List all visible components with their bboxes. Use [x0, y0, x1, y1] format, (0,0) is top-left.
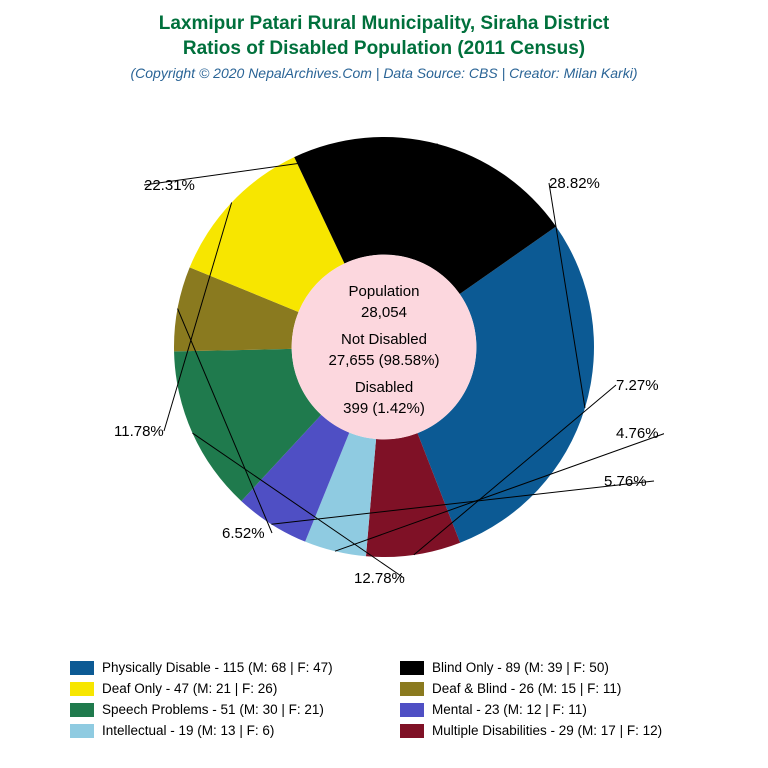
legend-swatch	[400, 661, 424, 675]
legend-swatch	[70, 682, 94, 696]
disabled-value: 399 (1.42%)	[284, 398, 484, 419]
pct-blind: 22.31%	[144, 177, 195, 194]
legend-item: Physically Disable - 115 (M: 68 | F: 47)	[70, 660, 380, 675]
notdisabled-value: 27,655 (98.58%)	[284, 350, 484, 371]
legend-swatch	[70, 703, 94, 717]
legend-text: Speech Problems - 51 (M: 30 | F: 21)	[102, 702, 324, 717]
pct-physically: 28.82%	[549, 175, 600, 192]
legend-item: Blind Only - 89 (M: 39 | F: 50)	[400, 660, 710, 675]
legend-text: Deaf & Blind - 26 (M: 15 | F: 11)	[432, 681, 621, 696]
notdisabled-label: Not Disabled	[284, 329, 484, 350]
population-value: 28,054	[284, 302, 484, 323]
disabled-label: Disabled	[284, 377, 484, 398]
pct-intellectual: 4.76%	[616, 425, 659, 442]
pct-deafblind: 6.52%	[222, 525, 265, 542]
legend-item: Mental - 23 (M: 12 | F: 11)	[400, 702, 710, 717]
legend: Physically Disable - 115 (M: 68 | F: 47)…	[70, 660, 710, 738]
legend-swatch	[400, 724, 424, 738]
legend-swatch	[400, 682, 424, 696]
legend-text: Blind Only - 89 (M: 39 | F: 50)	[432, 660, 609, 675]
title-block: Laxmipur Patari Rural Municipality, Sira…	[0, 0, 768, 81]
legend-item: Multiple Disabilities - 29 (M: 17 | F: 1…	[400, 723, 710, 738]
subtitle: (Copyright © 2020 NepalArchives.Com | Da…	[0, 65, 768, 81]
legend-item: Speech Problems - 51 (M: 30 | F: 21)	[70, 702, 380, 717]
legend-text: Mental - 23 (M: 12 | F: 11)	[432, 702, 587, 717]
title-line-1: Laxmipur Patari Rural Municipality, Sira…	[0, 12, 768, 37]
legend-swatch	[70, 661, 94, 675]
center-text: Population 28,054 Not Disabled 27,655 (9…	[284, 275, 484, 425]
legend-text: Physically Disable - 115 (M: 68 | F: 47)	[102, 660, 333, 675]
title-line-2: Ratios of Disabled Population (2011 Cens…	[0, 37, 768, 62]
legend-item: Intellectual - 19 (M: 13 | F: 6)	[70, 723, 380, 738]
pct-deaf: 11.78%	[114, 423, 164, 440]
legend-swatch	[70, 724, 94, 738]
legend-text: Intellectual - 19 (M: 13 | F: 6)	[102, 723, 274, 738]
population-label: Population	[284, 281, 484, 302]
donut-chart: Population 28,054 Not Disabled 27,655 (9…	[104, 95, 664, 605]
pct-mental: 5.76%	[604, 473, 647, 490]
pct-multiple: 7.27%	[616, 377, 659, 394]
legend-swatch	[400, 703, 424, 717]
legend-text: Deaf Only - 47 (M: 21 | F: 26)	[102, 681, 277, 696]
legend-text: Multiple Disabilities - 29 (M: 17 | F: 1…	[432, 723, 662, 738]
legend-item: Deaf Only - 47 (M: 21 | F: 26)	[70, 681, 380, 696]
legend-item: Deaf & Blind - 26 (M: 15 | F: 11)	[400, 681, 710, 696]
pct-speech: 12.78%	[354, 570, 405, 587]
